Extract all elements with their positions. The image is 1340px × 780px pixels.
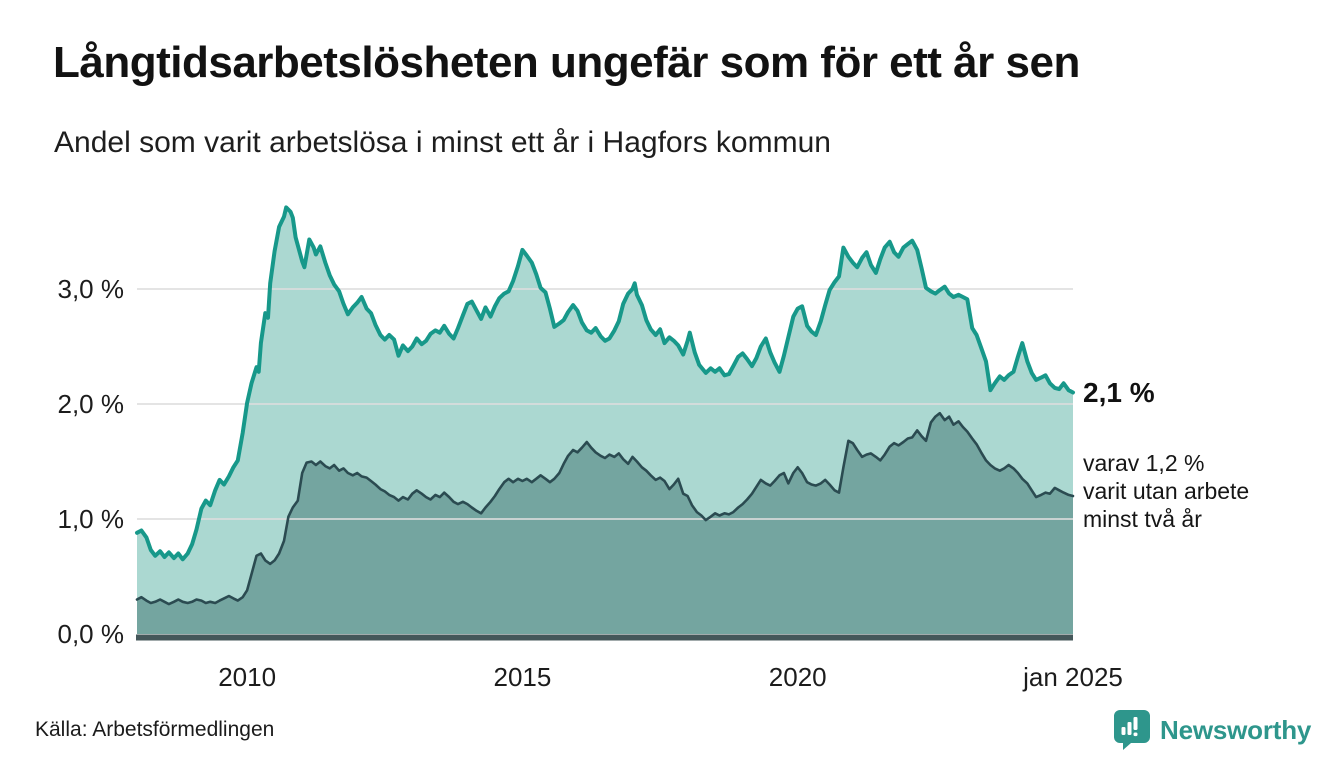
page-title: Långtidsarbetslösheten ungefär som för e… [53, 38, 1080, 87]
x-tick-label: 2010 [218, 662, 277, 692]
latest-value-label: 2,1 % [1083, 377, 1155, 408]
newsworthy-wordmark: Newsworthy [1160, 714, 1312, 745]
series-2yr-area [137, 413, 1073, 634]
y-tick-label: 0,0 % [57, 619, 125, 649]
y-tick-label: 2,0 % [57, 389, 125, 419]
y-tick-label: 1,0 % [57, 504, 125, 534]
subseries-note-line: varav 1,2 % [1083, 450, 1205, 476]
x-tick-label: 2015 [493, 662, 552, 692]
newsworthy-icon [1114, 710, 1150, 750]
subseries-note-line: varit utan arbete [1083, 478, 1250, 504]
series-2yr-line [135, 411, 1075, 606]
series-1yr-line [135, 205, 1075, 562]
y-tick-label: 3,0 % [57, 274, 125, 304]
chart-subtitle: Andel som varit arbetslösa i minst ett å… [54, 126, 831, 159]
subseries-note-line: minst två år [1083, 506, 1202, 532]
subseries-note: varav 1,2 % varit utan arbete minst två … [1083, 449, 1249, 533]
source-caption: Källa: Arbetsförmedlingen [35, 718, 275, 741]
x-tick-label: 2020 [768, 662, 827, 692]
newsworthy-logo: Newsworthy [1113, 709, 1311, 751]
x-tick-label: jan 2025 [1023, 662, 1123, 692]
